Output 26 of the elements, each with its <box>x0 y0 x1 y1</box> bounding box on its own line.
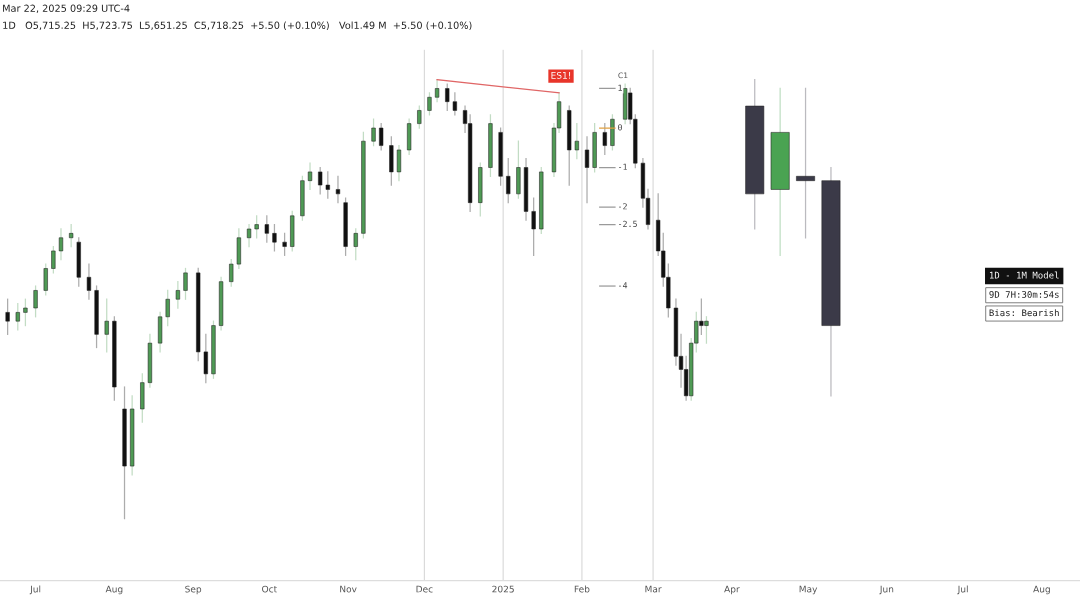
x-tick-label: Jun <box>879 585 894 595</box>
x-tick-label: Sep <box>185 585 202 595</box>
series-label: -4 <box>618 282 628 289</box>
x-tick-label: Dec <box>416 585 433 593</box>
x-tick-label: Jul <box>957 585 968 595</box>
x-tick-label: Aug <box>105 585 123 595</box>
x-tick-label: Aug <box>1033 585 1050 595</box>
x-tick-label: Oct <box>262 585 277 593</box>
series-label: -2 <box>618 203 627 210</box>
annotation: Bias: Bearish <box>989 309 1059 317</box>
series-label: -1 <box>618 163 627 170</box>
x-tick-label: Apr <box>724 585 740 595</box>
x-tick-label: 2025 <box>492 585 514 593</box>
series-label: 0 <box>618 124 622 131</box>
x-tick-label: Mar <box>645 585 662 593</box>
text: ES1! <box>551 71 571 79</box>
x-tick-label: Nov <box>340 585 357 593</box>
x-tick-label: Feb <box>574 585 590 593</box>
series-label: 1 <box>618 84 622 91</box>
series-label: -2.5 <box>618 220 637 228</box>
annotation: 9D 7H:30m:54s <box>989 291 1059 298</box>
chart-subtitle: 1D O5,715.25 H5,723.75 L5,651.25 C5,718.25 +5.50 (+0.10%) Vol1.49 M +5.50 (+0.10%) <box>3 21 472 31</box>
chart-title: Mar 22, 2025 09:29 UTC-4 <box>3 4 130 13</box>
x-tick-label: May <box>799 585 818 595</box>
x-tick-label: Jul <box>29 585 41 595</box>
annotation: 1D - 1M Model <box>989 271 1059 279</box>
